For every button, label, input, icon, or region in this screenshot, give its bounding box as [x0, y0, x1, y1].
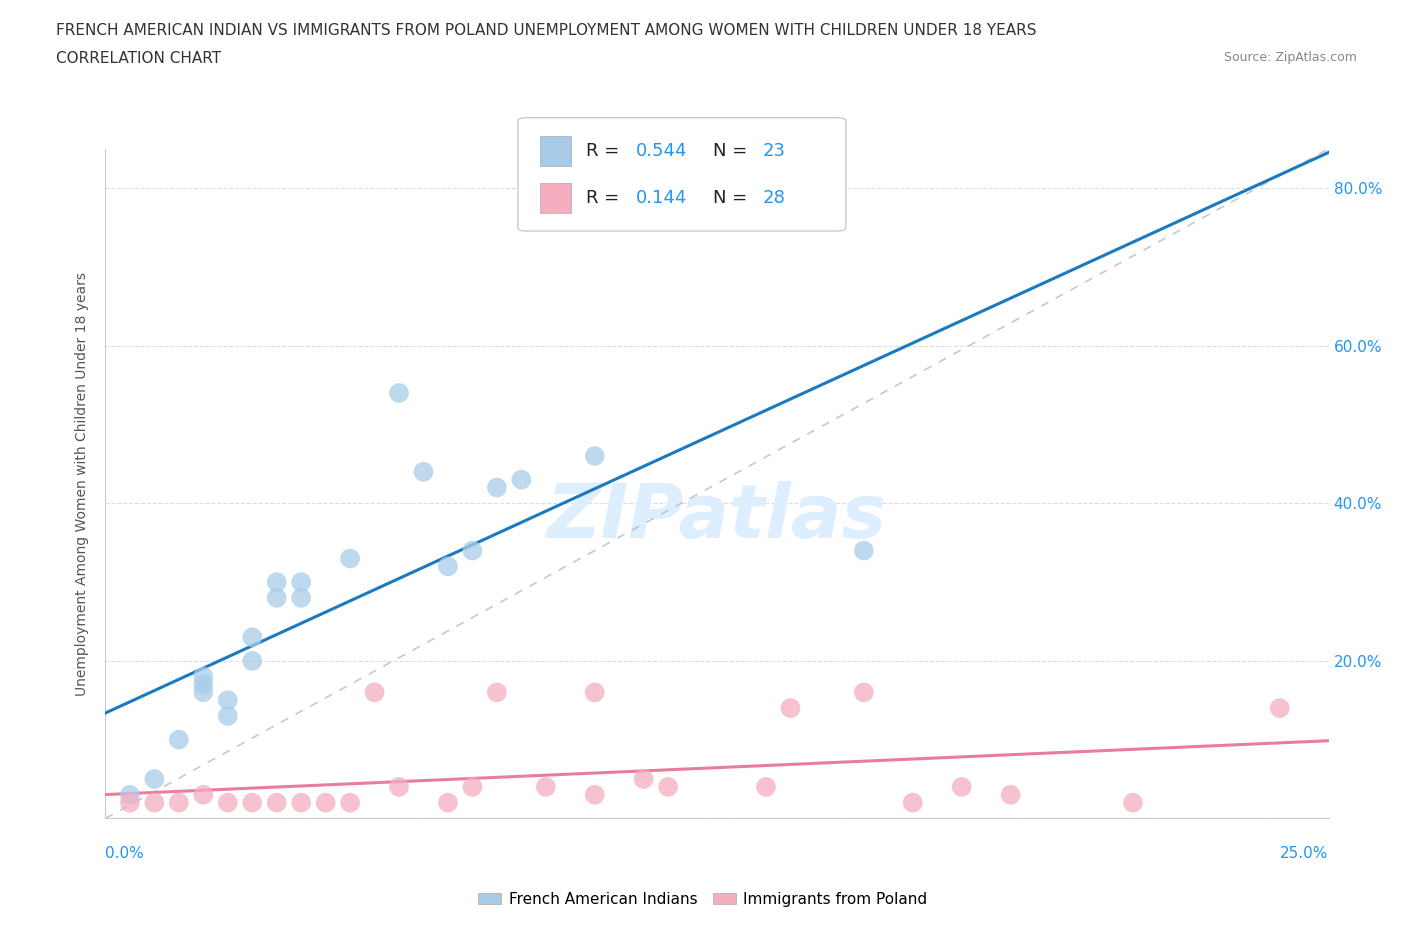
Point: [339, 795, 361, 810]
Point: [852, 543, 875, 558]
Point: [118, 788, 141, 803]
Text: Source: ZipAtlas.com: Source: ZipAtlas.com: [1223, 51, 1357, 64]
Point: [950, 779, 973, 794]
Text: N =: N =: [713, 189, 752, 206]
Point: [1000, 788, 1022, 803]
Text: 25.0%: 25.0%: [1281, 846, 1329, 861]
Point: [363, 684, 385, 699]
Point: [193, 788, 215, 803]
Text: 0.544: 0.544: [636, 142, 688, 160]
Point: [388, 386, 411, 401]
Point: [779, 700, 801, 715]
Point: [437, 795, 460, 810]
Point: [1122, 795, 1144, 810]
Point: [240, 630, 263, 644]
Point: [290, 591, 312, 605]
Point: [485, 480, 508, 495]
Point: [461, 779, 484, 794]
Point: [412, 464, 434, 479]
Text: ZIPatlas: ZIPatlas: [547, 481, 887, 553]
Point: [240, 654, 263, 669]
Point: [143, 795, 166, 810]
Point: [193, 684, 215, 699]
Point: [339, 551, 361, 565]
Point: [633, 772, 655, 787]
Point: [583, 684, 606, 699]
Point: [583, 448, 606, 463]
Bar: [540, 136, 571, 166]
Text: 28: 28: [762, 189, 785, 206]
Point: [167, 732, 190, 747]
Legend: French American Indians, Immigrants from Poland: French American Indians, Immigrants from…: [472, 886, 934, 913]
Point: [901, 795, 924, 810]
Point: [167, 795, 190, 810]
Point: [510, 472, 533, 487]
Point: [583, 788, 606, 803]
Point: [217, 693, 239, 708]
Text: FRENCH AMERICAN INDIAN VS IMMIGRANTS FROM POLAND UNEMPLOYMENT AMONG WOMEN WITH C: FRENCH AMERICAN INDIAN VS IMMIGRANTS FRO…: [56, 23, 1036, 38]
Point: [657, 779, 679, 794]
Point: [193, 670, 215, 684]
Point: [240, 795, 263, 810]
Point: [1268, 700, 1291, 715]
Point: [266, 795, 288, 810]
Point: [461, 543, 484, 558]
Text: 0.0%: 0.0%: [105, 846, 145, 861]
Point: [118, 795, 141, 810]
Point: [217, 795, 239, 810]
Point: [485, 684, 508, 699]
Text: N =: N =: [713, 142, 752, 160]
Point: [290, 575, 312, 590]
Point: [217, 709, 239, 724]
Text: R =: R =: [586, 189, 626, 206]
Point: [193, 677, 215, 692]
Point: [290, 795, 312, 810]
Text: R =: R =: [586, 142, 626, 160]
Point: [534, 779, 557, 794]
Point: [315, 795, 337, 810]
Point: [266, 575, 288, 590]
FancyBboxPatch shape: [517, 118, 846, 231]
Point: [388, 779, 411, 794]
Text: 0.144: 0.144: [636, 189, 688, 206]
Bar: [540, 183, 571, 213]
Point: [266, 591, 288, 605]
Point: [852, 684, 875, 699]
Text: CORRELATION CHART: CORRELATION CHART: [56, 51, 221, 66]
Point: [437, 559, 460, 574]
Point: [755, 779, 778, 794]
Point: [143, 772, 166, 787]
Text: 23: 23: [762, 142, 786, 160]
Y-axis label: Unemployment Among Women with Children Under 18 years: Unemployment Among Women with Children U…: [76, 272, 90, 696]
